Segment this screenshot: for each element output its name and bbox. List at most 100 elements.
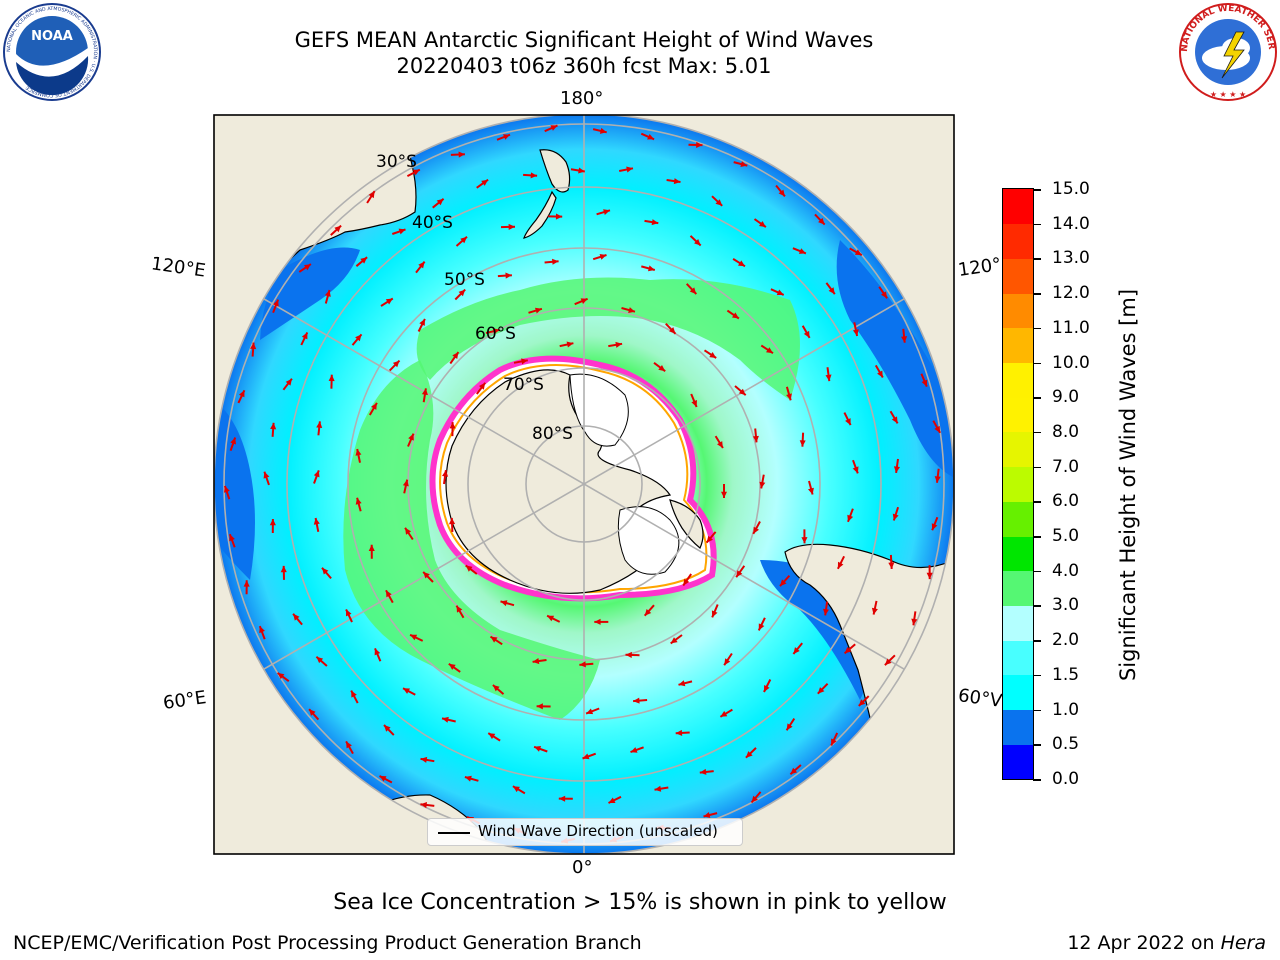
colorbar-segment <box>1003 674 1033 711</box>
wind-arrow-head <box>706 535 713 543</box>
wind-arrow-head <box>508 223 515 230</box>
colorbar-tick <box>1033 223 1041 226</box>
colorbar-tick <box>1033 744 1041 746</box>
wind-arrow-head <box>926 572 933 580</box>
colorbar-tick-label: 8.0 <box>1052 421 1080 442</box>
wind-arrow-head <box>823 608 829 616</box>
low-wave-patch-nw <box>260 247 360 340</box>
wind-arrow-head <box>500 600 508 607</box>
sea-ice-note: Sea Ice Concentration > 15% is shown in … <box>333 890 947 915</box>
wind-arrow-head <box>534 746 542 752</box>
wind-arrow-head <box>828 287 835 295</box>
wind-arrow-head <box>398 228 406 235</box>
wind-arrow-head <box>582 753 590 760</box>
wind-arrow-head <box>766 347 773 354</box>
wind-arrow-head <box>709 352 717 358</box>
wind-arrow-head <box>884 658 892 666</box>
wind-arrow-head <box>269 519 276 526</box>
wind-arrow-head <box>801 537 808 544</box>
wind-arrow-head <box>512 786 520 793</box>
chart-subtitle: 20220403 t06z 360h fcst Max: 5.01 <box>396 54 772 78</box>
wind-arrow-head <box>615 341 623 348</box>
wind-arrow-head <box>552 258 559 265</box>
wind-arrow-head <box>334 225 342 233</box>
wind-arrow-head <box>368 544 375 551</box>
colorbar-segment <box>1003 501 1033 537</box>
colorbar-tick <box>1033 640 1041 642</box>
lat-label-50s: 50°S <box>444 270 485 290</box>
wind-arrow-head <box>418 261 425 269</box>
colorbar-tick <box>1033 293 1041 295</box>
lat-label-80s: 80°S <box>532 424 573 444</box>
wind-arrow-head <box>277 672 285 680</box>
wind-arrow-head <box>847 514 854 522</box>
wind-arrow-head <box>633 697 640 704</box>
wind-arrow-head <box>628 307 635 313</box>
wind-arrow-head <box>778 189 785 197</box>
wind-arrow-head <box>322 567 329 575</box>
wind-arrow-head <box>374 648 381 656</box>
lat-label-30s: 30°S <box>376 152 417 172</box>
noaa-wordmark: NOAA <box>31 29 73 44</box>
wind-arrow-head <box>464 775 472 782</box>
wind-arrow-head <box>586 708 594 715</box>
chart-title: GEFS MEAN Antarctic Significant Height o… <box>294 28 874 52</box>
wind-arrow-head <box>550 125 558 131</box>
wind-arrow-head <box>803 330 810 338</box>
wind-arrow-head <box>877 370 883 378</box>
lat-label-70s: 70°S <box>503 375 544 395</box>
colorbar-segment <box>1003 536 1033 572</box>
colorbar-tick-label: 0.0 <box>1052 769 1080 789</box>
colorbar-tick <box>1033 327 1041 330</box>
wind-arrow-head <box>313 470 320 478</box>
wind-arrow-head <box>460 236 467 244</box>
wind-arrow-head <box>715 199 723 206</box>
land-new-zealand-south <box>523 190 557 239</box>
wind-arrow-head <box>419 318 425 326</box>
colorbar-tick <box>1033 397 1041 399</box>
wind-arrow-head <box>786 723 793 731</box>
wind-arrow-head <box>934 476 941 483</box>
wind-arrow-head <box>555 213 563 220</box>
wind-arrow-head <box>479 382 486 390</box>
wind-arrow-head <box>764 685 770 692</box>
wind-arrow-head <box>871 607 878 615</box>
wind-arrow-head <box>658 365 666 372</box>
wind-arrow-head <box>696 141 703 148</box>
wind-arrow-head <box>888 562 895 569</box>
colorbar-tick <box>1033 779 1041 781</box>
wind-arrow-head <box>790 767 798 775</box>
wind-arrow-head <box>224 485 230 493</box>
wind-arrow-head <box>324 290 331 297</box>
wind-arrow-head <box>558 795 566 802</box>
wind-arrow-head <box>675 729 683 736</box>
wind-arrow-head <box>837 561 844 569</box>
colorbar-segment <box>1003 605 1033 641</box>
wind-arrow-head <box>580 298 588 304</box>
map-frame <box>213 114 955 855</box>
wind-arrow-head <box>691 400 697 407</box>
wind-arrow-head <box>891 416 898 424</box>
wind-arrow-head <box>442 470 449 477</box>
colorbar-segment <box>1003 640 1033 676</box>
wind-arrow-head <box>858 699 866 706</box>
wind-arrow-head <box>384 725 391 732</box>
wind-arrow-head <box>402 479 409 487</box>
wind-arrow-head <box>379 776 387 782</box>
wind-arrow-head <box>243 580 250 587</box>
wind-arrow-head <box>738 260 745 267</box>
wind-arrow-head <box>355 334 362 342</box>
wind-arrow-head <box>670 637 678 644</box>
wind-arrow-head <box>911 618 918 626</box>
low-wave-patch-w <box>214 400 255 580</box>
wind-arrow-head <box>852 466 859 474</box>
wind-arrow-head <box>753 526 759 534</box>
wind-arrow-head <box>786 393 792 401</box>
colorbar-tick-label: 15.0 <box>1052 179 1090 199</box>
wind-arrow-head <box>503 134 510 140</box>
wind-arrow-head <box>758 623 765 631</box>
wind-arrow-head <box>721 491 727 498</box>
wind-arrow-head <box>351 690 357 698</box>
wind-arrow-head <box>408 433 414 441</box>
colorbar-segment <box>1003 293 1033 329</box>
